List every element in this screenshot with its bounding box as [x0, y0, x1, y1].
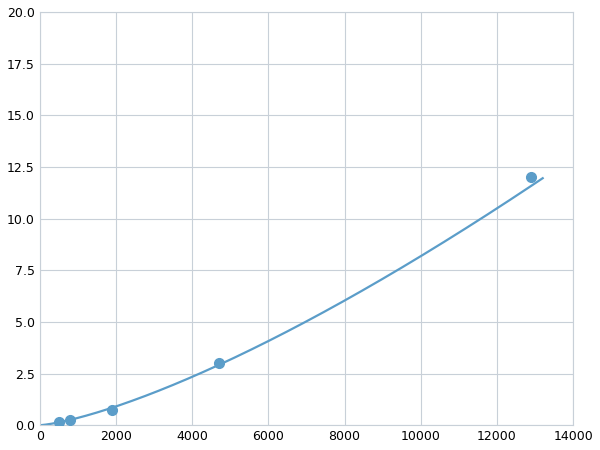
Point — [54, 418, 64, 426]
Point — [214, 360, 224, 367]
Point — [107, 406, 117, 413]
Point — [65, 416, 75, 423]
Point — [526, 174, 536, 181]
